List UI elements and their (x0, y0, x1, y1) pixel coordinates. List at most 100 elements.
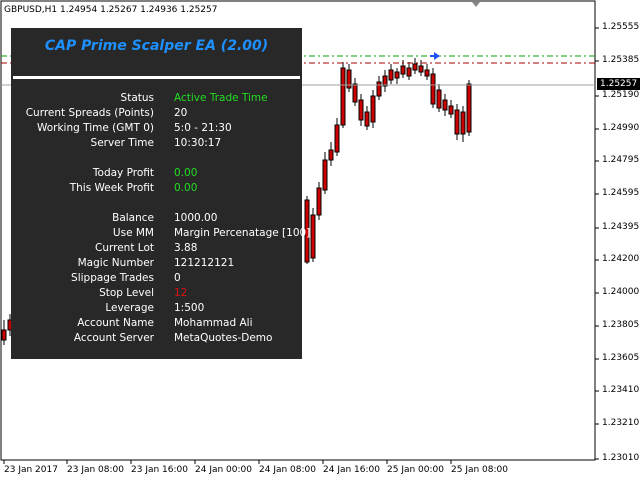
candle (334, 118, 340, 156)
panel-row: Stop Level 12 (11, 286, 302, 301)
candlesticks (1, 58, 472, 345)
candle (448, 100, 454, 118)
panel-row: Balance 1000.00 (11, 211, 302, 226)
row-label: Today Profit (92, 167, 154, 179)
candle (364, 106, 370, 130)
row-value: 3.88 (174, 242, 198, 254)
row-label: Balance (112, 212, 154, 224)
price-tick-label: 1.24200 (602, 254, 640, 264)
chart-frame (0, 0, 596, 461)
row-value: 10:30:17 (174, 137, 222, 149)
candle (436, 84, 442, 112)
candle (412, 58, 418, 74)
candle (322, 152, 328, 194)
time-tick-label: 25 Jan 08:00 (451, 465, 508, 475)
trade-arrow-icon (430, 52, 440, 60)
price-tick-label: 1.24595 (602, 188, 640, 198)
ea-info-panel: CAP Prime Scalper EA (2.00) Status Active… (11, 28, 310, 359)
current-price-tag: 1.25257 (597, 78, 640, 90)
price-tick-label: 1.24795 (602, 155, 640, 165)
candle (406, 62, 412, 80)
panel-row: This Week Profit 0.00 (11, 181, 302, 196)
panel-row: Slippage Trades 0 (11, 271, 302, 286)
time-tick-label: 25 Jan 00:00 (387, 465, 444, 475)
row-label: This Week Profit (69, 182, 154, 194)
panel-row: Account Name Mohammad Ali (11, 316, 302, 331)
row-value: 121212121 (174, 257, 235, 269)
panel-row: Magic Number 121212121 (11, 256, 302, 271)
row-label: Account Server (73, 332, 154, 344)
panel-row: Leverage 1:500 (11, 301, 302, 316)
row-value: MetaQuotes-Demo (174, 332, 273, 344)
candle (370, 90, 376, 128)
row-label: Account Name (77, 317, 154, 329)
candle (316, 182, 322, 220)
candle (340, 62, 346, 128)
price-tick-label: 1.24990 (602, 123, 640, 133)
row-label: Working Time (GMT 0) (36, 122, 154, 134)
candle (388, 64, 394, 84)
row-label: Magic Number (77, 257, 154, 269)
candle (424, 64, 430, 80)
row-label: Current Spreads (Points) (25, 107, 154, 119)
candle (418, 60, 424, 76)
price-tick-label: 1.23410 (602, 385, 640, 395)
price-tick-label: 1.24000 (602, 287, 640, 297)
price-tick-label: 1.23805 (602, 320, 640, 330)
candle (352, 78, 358, 106)
candle (454, 104, 460, 140)
row-value: 20 (174, 107, 188, 119)
row-value: 0.00 (174, 182, 198, 194)
price-tick-label: 1.25385 (602, 55, 640, 65)
row-value: 5:0 - 21:30 (174, 122, 232, 134)
row-label: Slippage Trades (71, 272, 154, 284)
time-tick-label: 23 Jan 16:00 (131, 465, 188, 475)
time-tick-label: 24 Jan 16:00 (323, 465, 380, 475)
row-value: 1000.00 (174, 212, 218, 224)
price-tick-label: 1.24395 (602, 222, 640, 232)
candle (466, 80, 472, 136)
price-tick-label: 1.23605 (602, 353, 640, 363)
price-tick-label: 1.25555 (602, 22, 640, 32)
row-label: Current Lot (95, 242, 154, 254)
candle (310, 208, 316, 262)
candle (394, 68, 400, 84)
candle (358, 94, 364, 126)
row-label: Use MM (112, 227, 154, 239)
row-label: Leverage (105, 302, 154, 314)
row-value: Margin Percenatage [100] (174, 227, 311, 239)
candle (328, 142, 334, 166)
price-axis-ticks (595, 27, 599, 460)
time-tick-label: 24 Jan 00:00 (195, 465, 252, 475)
panel-title: CAP Prime Scalper EA (2.00) (44, 38, 269, 54)
candle (346, 64, 352, 92)
panel-row: Status Active Trade Time (11, 91, 302, 106)
candle (460, 106, 466, 142)
row-value: 0 (174, 272, 181, 284)
row-value: 0.00 (174, 167, 198, 179)
price-tick-label: 1.25190 (602, 90, 640, 100)
symbol-info: GBPUSD,H1 1.24954 1.25267 1.24936 1.2525… (4, 5, 218, 15)
candle (1, 320, 7, 345)
time-axis-ticks (3, 460, 452, 464)
row-label: Server Time (90, 137, 154, 149)
row-value: Active Trade Time (174, 92, 268, 104)
time-tick-label: 23 Jan 2017 (4, 465, 58, 475)
panel-row: Account Server MetaQuotes-Demo (11, 331, 302, 346)
candle (442, 94, 448, 116)
row-value: Mohammad Ali (174, 317, 253, 329)
time-tick-label: 24 Jan 08:00 (259, 465, 316, 475)
time-tick-label: 23 Jan 08:00 (67, 465, 124, 475)
panel-row: Current Spreads (Points) 20 (11, 106, 302, 121)
candle (376, 76, 382, 100)
panel-row: Working Time (GMT 0) 5:0 - 21:30 (11, 121, 302, 136)
panel-row: Use MM Margin Percenatage [100] (11, 226, 310, 241)
row-label: Stop Level (99, 287, 154, 299)
row-label: Status (120, 92, 154, 104)
row-value: 12 (174, 287, 188, 299)
candle (304, 196, 310, 264)
candle (430, 68, 436, 108)
panel-row: Current Lot 3.88 (11, 241, 302, 256)
price-tick-label: 1.23210 (602, 418, 640, 428)
